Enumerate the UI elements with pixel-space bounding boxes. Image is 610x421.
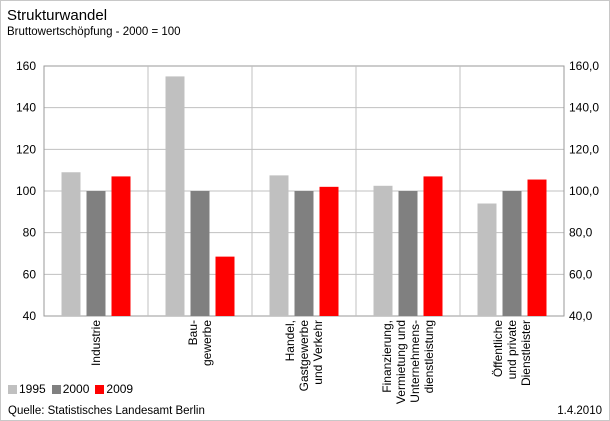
y-tick-left: 60 <box>23 267 37 281</box>
y-tick-left: 100 <box>16 184 36 198</box>
x-category-label: Gastgewerbe <box>297 320 311 392</box>
legend-swatch-2009 <box>95 384 105 394</box>
x-category-label: Industrie <box>89 320 103 366</box>
bar-2000 <box>502 191 522 316</box>
x-category-label: dienstleistung <box>422 320 436 393</box>
bar-2000 <box>398 191 418 316</box>
bar-2009 <box>111 176 131 316</box>
legend-item-1995: 1995 <box>8 382 46 396</box>
bar-2009 <box>423 176 443 316</box>
source-note: Quelle: Statistisches Landesamt Berlin <box>8 405 205 417</box>
legend-item-2000: 2000 <box>51 382 90 396</box>
legend-item-2009: 2009 <box>95 382 133 396</box>
y-tick-right: 60,0 <box>569 267 593 281</box>
x-category-label: Unternehmens- <box>408 320 422 403</box>
x-category-label: Finanzierung, <box>380 320 394 393</box>
bar-2000 <box>86 191 106 316</box>
date-note: 1.4.2010 <box>557 405 602 417</box>
legend-label-2000: 2000 <box>62 382 90 396</box>
bar-1995 <box>61 172 81 316</box>
y-tick-right: 100,0 <box>569 184 599 198</box>
bar-2000 <box>190 191 210 316</box>
bar-1995 <box>373 185 393 316</box>
bar-1995 <box>165 76 185 317</box>
x-category-label: Vermietung und <box>394 320 408 404</box>
y-tick-right: 160,0 <box>569 59 599 73</box>
y-tick-left: 160 <box>16 59 36 73</box>
chart-title: Strukturwandel <box>7 7 108 24</box>
chart-legend: 1995 2000 2009 <box>8 382 139 396</box>
bar-2000 <box>294 191 314 316</box>
y-tick-left: 40 <box>23 309 37 323</box>
bar-2009 <box>319 186 339 316</box>
x-category-label: und Verkehr <box>311 320 325 385</box>
x-category-label: Handel, <box>283 320 297 361</box>
bar-1995 <box>477 203 497 316</box>
legend-swatch-2000 <box>51 384 61 394</box>
bar-1995 <box>269 175 289 316</box>
y-tick-right: 120,0 <box>569 142 599 156</box>
y-tick-left: 140 <box>16 101 36 115</box>
x-category-label: und private <box>505 320 519 380</box>
legend-swatch-1995 <box>8 384 17 394</box>
x-category-label: Bau- <box>186 320 200 345</box>
chart-subtitle: Bruttowertschöpfung - 2000 = 100 <box>7 26 181 38</box>
y-tick-right: 140,0 <box>569 101 599 115</box>
y-tick-left: 80 <box>23 226 37 240</box>
legend-label-1995: 1995 <box>19 382 46 396</box>
x-category-label: Öffentliche <box>491 320 505 377</box>
y-tick-left: 120 <box>16 142 36 156</box>
legend-label-2009: 2009 <box>106 382 134 396</box>
x-category-label: Dienstleister <box>519 320 533 386</box>
y-tick-right: 80,0 <box>569 226 593 240</box>
bar-2009 <box>215 256 235 316</box>
x-category-label: gewerbe <box>200 320 214 366</box>
y-tick-right: 40,0 <box>569 309 593 323</box>
bar-2009 <box>527 179 547 316</box>
